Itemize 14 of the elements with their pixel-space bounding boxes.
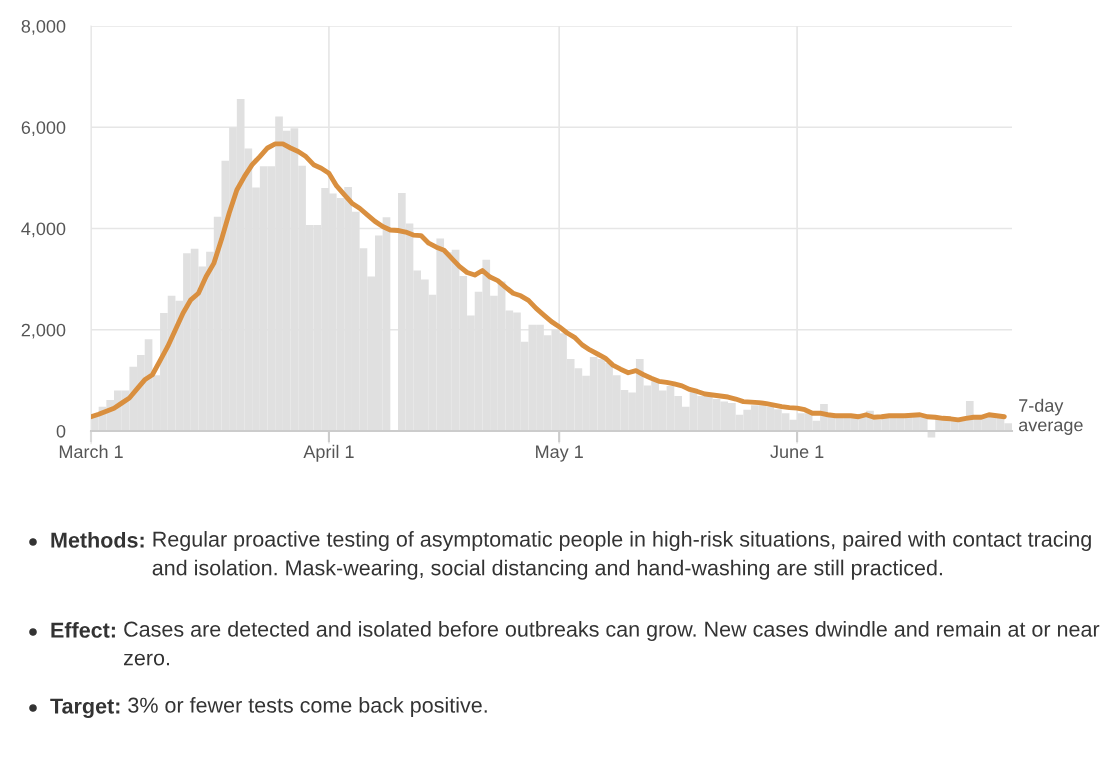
y-tick-label: 4,000 [21, 222, 66, 238]
x-tick-label: June 1 [770, 445, 824, 459]
x-tick-label: April 1 [303, 444, 354, 462]
series-label: 7-day average [1018, 398, 1083, 435]
x-tick-label: March 1 [59, 444, 123, 459]
y-tick-label: 0 [56, 424, 66, 438]
text: Target: 3% or fewer tests come back positive. [50, 697, 487, 719]
y-tick-label: 8,000 [21, 19, 66, 35]
x-tick-label: May 1 [536, 445, 583, 462]
text: Methods: Regular proactive testing of asymptomatic people in high-risk situations, paired with contact tracing and isolation. Mask-wearing, social distancing and hand-washing are still practiced. [51, 531, 1091, 580]
y-tick-label: 6,000 [21, 121, 66, 137]
line-series [91, 141, 1007, 423]
text: Effect: Cases are detected and isolated before outbreaks can grow. New cases dwindle and remain at or near zero. [51, 621, 1100, 666]
y-tick-label: 2,000 [21, 323, 66, 339]
